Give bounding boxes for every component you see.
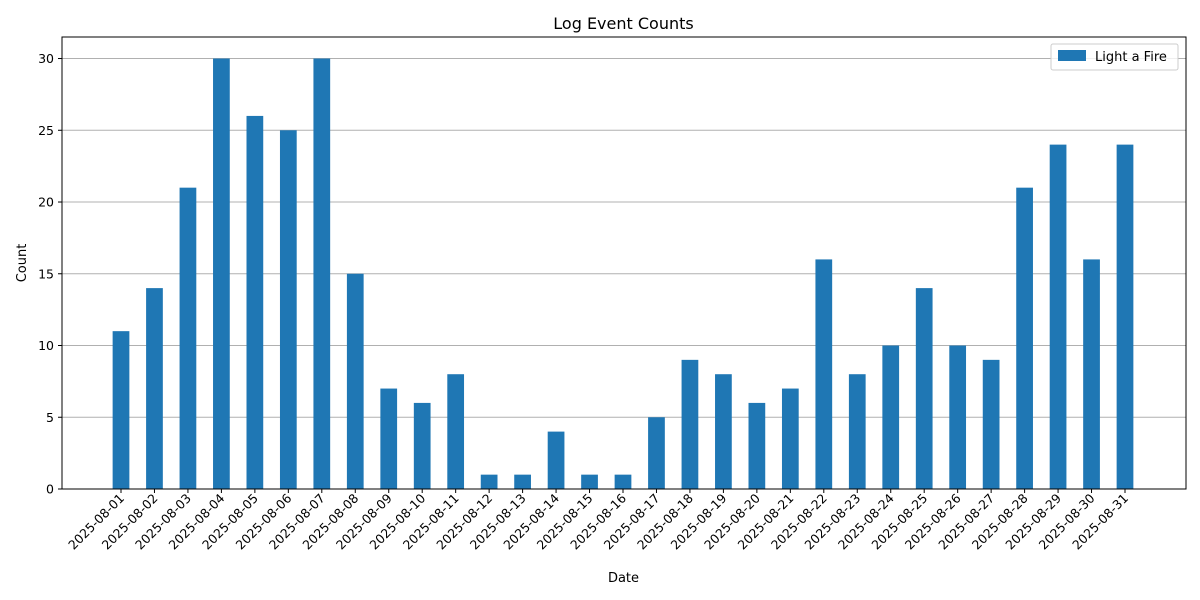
bar	[514, 474, 531, 489]
y-tick-label: 5	[46, 410, 54, 425]
bar	[480, 474, 498, 489]
bar	[279, 130, 297, 489]
bar	[213, 58, 230, 490]
bar	[949, 345, 967, 489]
bar	[815, 259, 833, 489]
chart-title: Log Event Counts	[553, 14, 693, 33]
bar	[614, 474, 632, 489]
x-axis-label: Date	[608, 571, 639, 586]
bar	[581, 474, 598, 489]
legend: Light a Fire	[1050, 43, 1179, 71]
bar	[547, 431, 565, 489]
bar	[781, 388, 799, 489]
bar	[1049, 144, 1067, 489]
bar	[681, 359, 699, 489]
y-tick-label: 30	[38, 51, 54, 66]
y-axis-label: Count	[15, 244, 30, 283]
y-tick-label: 10	[38, 338, 54, 353]
bar	[982, 359, 1000, 489]
bar	[380, 388, 398, 489]
bar	[915, 288, 933, 489]
plot-frame	[61, 36, 1187, 490]
bar	[748, 402, 766, 489]
bar	[1016, 187, 1033, 489]
x-axis: 2025-08-012025-08-022025-08-032025-08-04…	[65, 489, 1131, 552]
y-tick-label: 20	[38, 195, 54, 210]
bar	[313, 58, 331, 490]
legend-label: Light a Fire	[1095, 50, 1167, 65]
bar	[447, 374, 465, 489]
y-axis: 0 5 10 15 20 25 30	[38, 51, 62, 497]
bar	[648, 417, 665, 489]
bar	[1083, 259, 1100, 489]
bar	[112, 331, 130, 489]
y-tick-label: 25	[38, 123, 54, 138]
bar	[848, 374, 866, 489]
bar	[413, 402, 431, 489]
bar	[882, 345, 900, 489]
bar	[1116, 144, 1134, 489]
bar	[146, 288, 163, 489]
y-tick-label: 15	[38, 266, 54, 281]
bar	[179, 187, 197, 489]
bar	[246, 115, 264, 490]
y-tick-label: 0	[46, 482, 54, 497]
bars	[112, 58, 1134, 490]
legend-swatch	[1058, 50, 1086, 61]
bar	[346, 273, 364, 489]
bar	[715, 374, 732, 489]
